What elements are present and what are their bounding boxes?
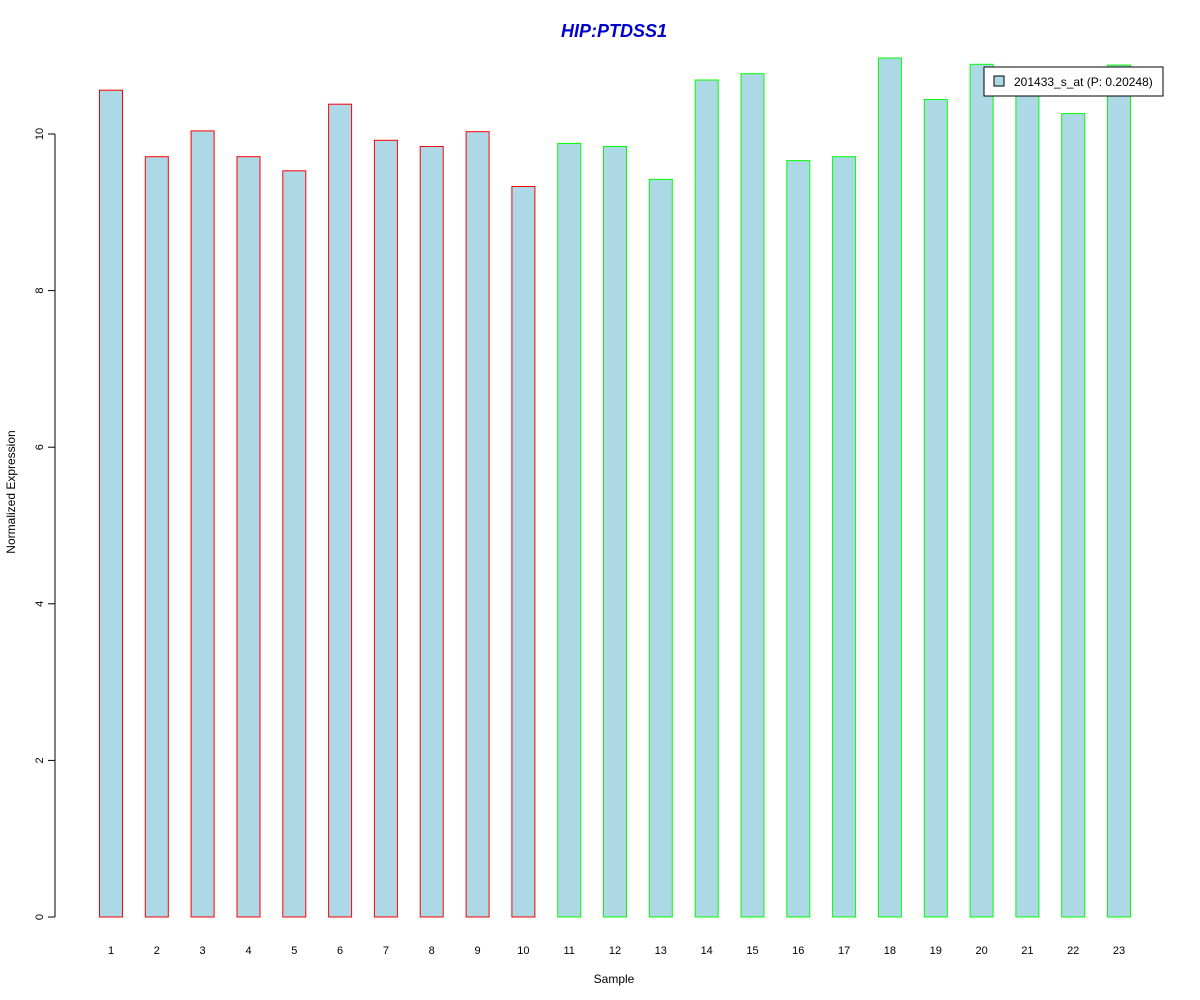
y-tick-label: 4 xyxy=(34,601,46,607)
x-tick-label: 12 xyxy=(609,945,621,957)
x-axis-label: Sample xyxy=(594,972,635,986)
legend-swatch xyxy=(993,75,1005,87)
bar xyxy=(190,130,215,918)
y-tick-label: 10 xyxy=(34,128,46,140)
x-tick-label: 22 xyxy=(1067,945,1079,957)
y-axis-label: Normalized Expression xyxy=(4,430,18,553)
x-tick-label: 16 xyxy=(792,945,804,957)
x-tick-label: 17 xyxy=(838,945,850,957)
x-tick-labels: 1 2 3 4 5 6 7 8 9 10 11 12 13 14 15 16 17 18 19 20 21 22 23 xyxy=(108,945,1125,957)
x-tick-label: 19 xyxy=(930,945,942,957)
x-tick-label: 21 xyxy=(1021,945,1033,957)
bar xyxy=(1061,113,1086,918)
bar xyxy=(832,156,857,918)
x-tick-label: 20 xyxy=(975,945,987,957)
x-tick-label: 9 xyxy=(475,945,481,957)
x-tick-label: 10 xyxy=(517,945,529,957)
x-tick-label: 11 xyxy=(563,945,574,957)
bar xyxy=(99,89,123,918)
bar xyxy=(603,146,627,918)
x-tick-label: 13 xyxy=(655,945,667,957)
x-tick-label: 5 xyxy=(291,945,297,957)
x-tick-label: 15 xyxy=(746,945,758,957)
legend-series-label: 201433_s_at (P: 0.20248) xyxy=(1014,75,1153,89)
bar xyxy=(877,57,902,918)
bar xyxy=(419,146,444,918)
x-tick-label: 1 xyxy=(108,945,114,957)
bar xyxy=(740,73,765,918)
x-tick-label: 14 xyxy=(701,945,713,957)
x-tick-label: 6 xyxy=(337,945,343,957)
bars xyxy=(99,57,1131,918)
x-tick-label: 8 xyxy=(429,945,435,957)
bar xyxy=(1107,64,1131,918)
y-tick-label: 8 xyxy=(34,288,46,294)
chart-title: HIP:PTDSS1 xyxy=(561,21,667,41)
x-tick-label: 7 xyxy=(383,945,389,957)
bar xyxy=(144,156,169,918)
bar xyxy=(328,103,353,918)
x-tick-label: 3 xyxy=(200,945,206,957)
bar xyxy=(694,79,719,918)
bar xyxy=(236,156,261,918)
x-tick-label: 2 xyxy=(154,945,160,957)
y-tick-label: 0 xyxy=(34,914,46,920)
bar xyxy=(511,186,536,918)
y-axis: 0 2 4 6 8 10 xyxy=(34,128,56,920)
x-tick-label: 18 xyxy=(884,945,896,957)
bar xyxy=(923,99,948,918)
bar xyxy=(969,63,994,918)
bar xyxy=(465,131,490,918)
y-tick-label: 2 xyxy=(34,757,46,763)
legend: 201433_s_at (P: 0.20248) xyxy=(983,66,1164,97)
bar xyxy=(282,170,307,918)
bar xyxy=(1015,85,1040,918)
x-tick-label: 23 xyxy=(1113,945,1125,957)
legend-box xyxy=(983,66,1164,97)
bar xyxy=(648,178,673,918)
bar xyxy=(786,160,811,918)
bar xyxy=(557,142,582,918)
x-tick-label: 4 xyxy=(245,945,251,957)
bar xyxy=(373,139,398,918)
y-tick-label: 6 xyxy=(34,444,46,450)
